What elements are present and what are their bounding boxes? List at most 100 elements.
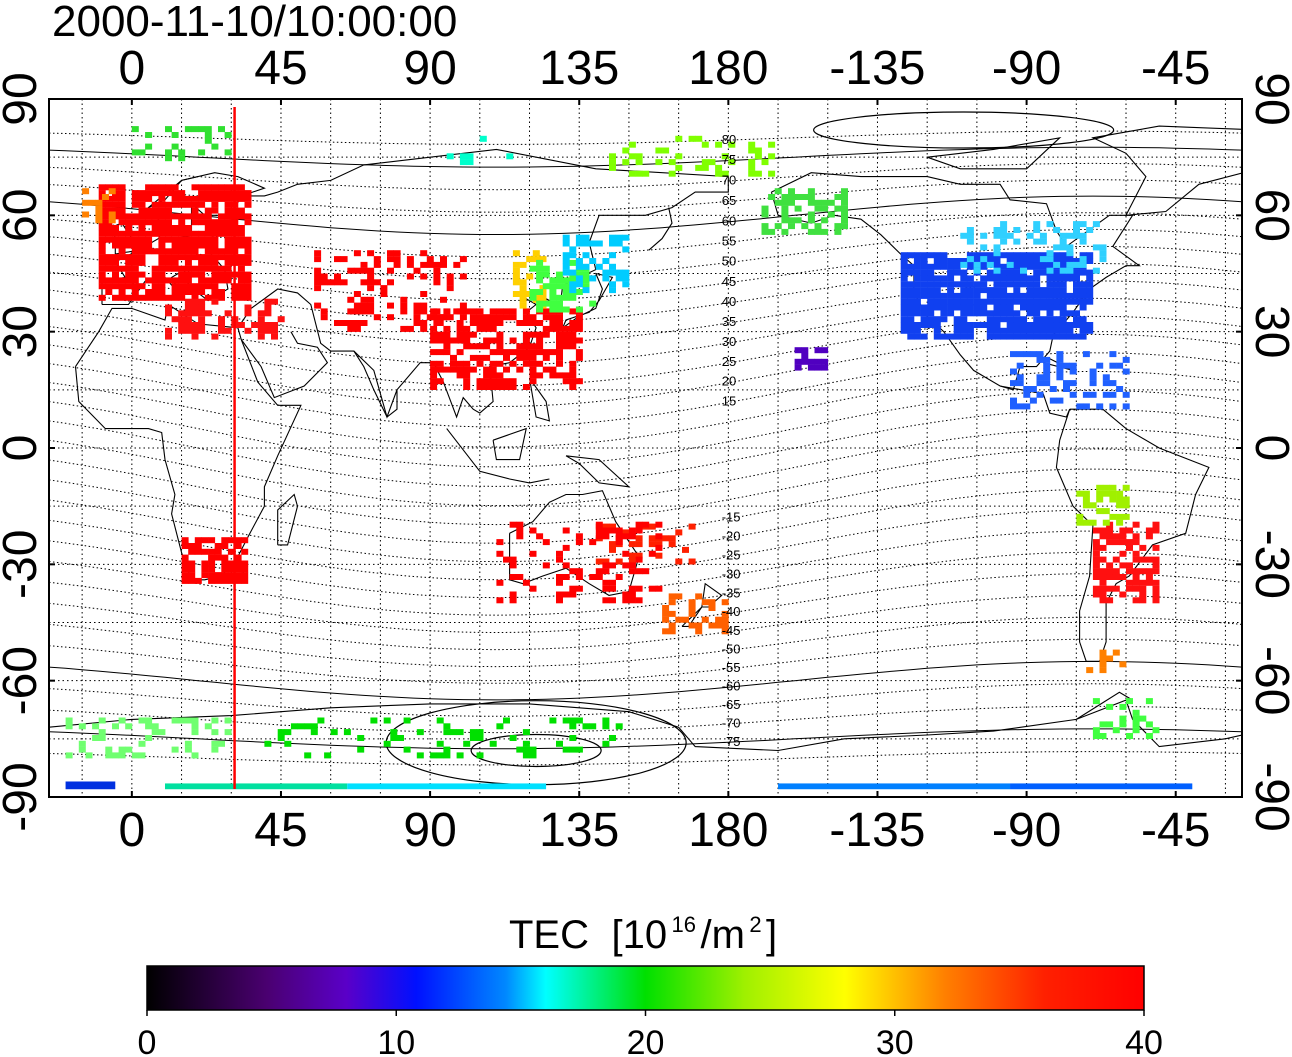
tec-cell	[191, 289, 199, 295]
tec-cell	[1033, 269, 1041, 276]
tec-cell	[1139, 715, 1147, 722]
tec-cell	[188, 566, 196, 573]
tec-cell	[622, 591, 630, 598]
tec-cell	[1122, 391, 1130, 398]
tec-cell	[1122, 496, 1130, 503]
tec-cell	[980, 304, 988, 311]
tec-cell	[506, 153, 514, 160]
tec-cell	[469, 343, 477, 350]
tec-cell	[1092, 550, 1100, 557]
tec-cell	[131, 271, 139, 278]
tec-cell	[1066, 298, 1074, 305]
tec-cell	[1116, 362, 1124, 369]
tec-cell	[1039, 263, 1047, 270]
tec-cell	[1116, 519, 1124, 526]
tec-cell	[1106, 533, 1114, 540]
tec-cell	[556, 354, 563, 361]
tec-cell	[178, 149, 186, 156]
tec-cell	[1056, 356, 1064, 363]
tec-cell	[1073, 322, 1080, 328]
tec-cell	[668, 622, 676, 629]
tec-cell	[211, 271, 219, 278]
tec-cell	[1086, 287, 1094, 294]
tec-cell	[1089, 374, 1097, 381]
tec-cell	[569, 337, 577, 344]
tec-cell	[788, 188, 795, 195]
tec-cell	[1020, 267, 1027, 274]
tec-cell	[1079, 333, 1087, 340]
tec-cell	[483, 354, 491, 361]
tec-cell	[509, 378, 517, 385]
tec-cell	[562, 574, 570, 580]
tec-cell	[516, 354, 524, 361]
tec-cell	[496, 539, 504, 546]
tec-cell	[509, 735, 517, 741]
tec-cell	[569, 717, 577, 724]
tec-cell	[1116, 490, 1124, 497]
colorbar-unit-exponent2: 2	[749, 912, 761, 937]
tec-cell	[1020, 252, 1027, 259]
tec-cell	[973, 304, 981, 311]
magnetic-contour	[49, 594, 1242, 651]
tec-cell	[628, 527, 636, 534]
tec-cell	[781, 217, 789, 224]
tec-cell	[609, 585, 616, 592]
tec-cell	[446, 285, 454, 292]
tec-cell	[715, 616, 723, 623]
magnetic-lat-label: -70	[722, 716, 741, 731]
magnetic-lat-label: -60	[722, 679, 741, 694]
tec-cell	[151, 207, 159, 214]
tec-cell	[980, 263, 988, 270]
tec-cell	[145, 143, 153, 150]
tec-cell	[171, 294, 179, 301]
tec-cell	[234, 577, 242, 584]
tec-cell	[224, 225, 232, 231]
tec-cell	[131, 149, 139, 156]
tec-cell	[913, 322, 921, 328]
tec-cell	[635, 556, 643, 563]
tec-cell	[960, 298, 968, 305]
tec-cell	[1000, 304, 1008, 311]
tec-cell	[224, 195, 232, 202]
tec-cell	[469, 729, 477, 736]
tec-cell	[920, 287, 928, 294]
tec-cell	[178, 322, 186, 328]
tec-cell	[237, 265, 245, 272]
tec-cell	[575, 717, 583, 724]
tec-cell	[1059, 304, 1067, 311]
tec-cell	[1145, 579, 1153, 586]
tec-cell	[503, 556, 510, 563]
tec-cell	[131, 126, 139, 133]
tec-cell	[993, 250, 1001, 257]
tec-cell	[1059, 292, 1067, 299]
tec-cell	[1106, 574, 1114, 580]
tec-cell	[98, 184, 106, 191]
tec-cell	[218, 322, 225, 328]
tec-cell	[469, 314, 477, 321]
tec-cell	[241, 560, 249, 567]
tec-cell	[88, 199, 96, 206]
tec-cell	[556, 271, 563, 278]
tec-cell	[1026, 310, 1034, 317]
magnetic-contour	[49, 751, 1242, 766]
tec-cell	[138, 207, 146, 214]
tec-cell	[277, 735, 285, 741]
tec-cell	[688, 523, 696, 530]
tec-cell	[602, 568, 610, 575]
tec-cell	[145, 735, 153, 741]
tec-cell	[960, 310, 968, 317]
tec-cell	[503, 384, 510, 390]
tec-cell	[1126, 733, 1133, 739]
tec-cell	[907, 287, 915, 294]
tec-cell	[1106, 703, 1114, 710]
tec-cell	[191, 213, 199, 220]
tec-cell	[227, 566, 235, 573]
tec-cell	[1000, 292, 1008, 299]
tec-cell	[662, 628, 670, 635]
tec-cell	[542, 283, 550, 290]
tec-cell	[453, 261, 461, 268]
tec-cell	[695, 135, 703, 142]
tec-cell	[237, 289, 245, 295]
tec-cell	[178, 219, 186, 226]
tec-cell	[334, 256, 341, 263]
